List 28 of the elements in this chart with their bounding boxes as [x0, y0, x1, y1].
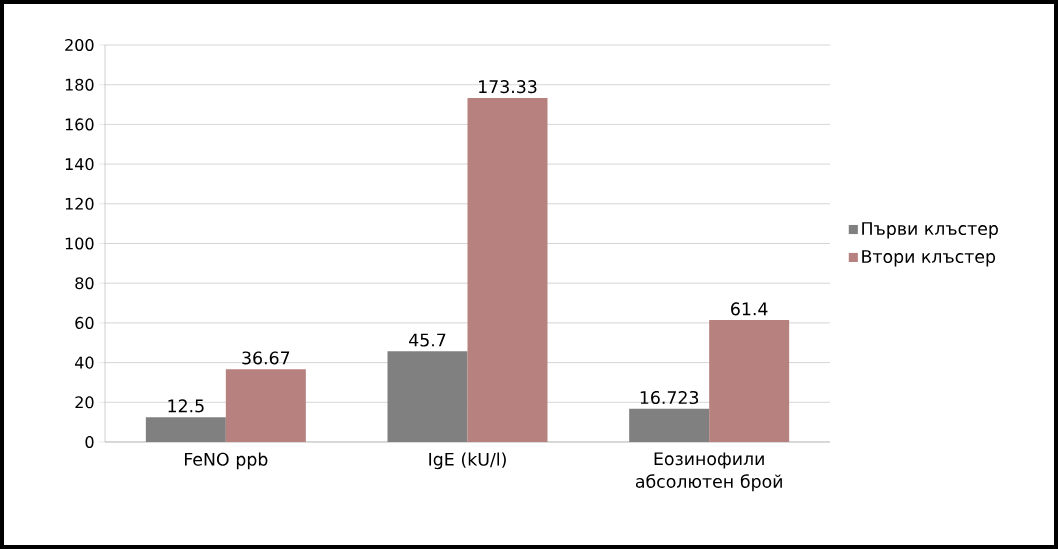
y-tick-label: 160 — [65, 118, 94, 131]
data-label: 16.723 — [640, 390, 699, 405]
y-tick-label: 100 — [65, 237, 94, 250]
bar — [467, 97, 548, 442]
y-tick-label: 180 — [65, 78, 94, 91]
bar — [629, 408, 710, 442]
data-label: 61.4 — [731, 302, 768, 316]
y-tick-label: 60 — [75, 316, 94, 329]
bar — [225, 369, 306, 442]
x-tick-label: Еозинофили абсолютен брой — [635, 452, 782, 492]
bar — [387, 351, 468, 442]
bar — [145, 417, 226, 442]
bar — [709, 320, 790, 442]
data-label: 12.5 — [168, 399, 204, 413]
y-tick-label: 20 — [75, 396, 94, 409]
y-tick-label: 80 — [75, 277, 94, 290]
data-label: 45.7 — [409, 333, 446, 347]
y-tick-label: 0 — [85, 435, 94, 449]
y-tick-label: 120 — [65, 197, 94, 210]
y-tick-label: 40 — [75, 356, 94, 369]
legend-label: Втори клъстер — [862, 250, 996, 267]
y-tick-label: 200 — [65, 38, 94, 52]
data-label: 36.67 — [242, 351, 290, 365]
x-tick-label: FeNO ppb — [184, 452, 268, 470]
legend-label: Първи клъстер — [862, 222, 998, 239]
y-tick-label: 140 — [65, 158, 94, 171]
data-label: 173.33 — [479, 80, 537, 94]
x-tick-label: IgE (kU/l) — [429, 452, 506, 470]
